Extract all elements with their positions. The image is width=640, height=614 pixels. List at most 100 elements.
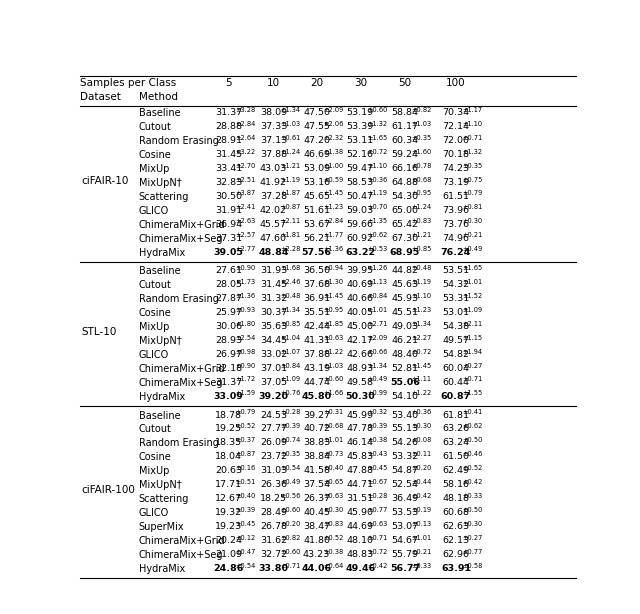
Text: 47.88: 47.88 [347, 466, 374, 475]
Text: ±0.81: ±0.81 [463, 204, 483, 211]
Text: ciFAIR-10: ciFAIR-10 [81, 176, 129, 185]
Text: ±1.11: ±1.11 [412, 376, 432, 383]
Text: 66.16: 66.16 [392, 164, 419, 173]
Text: 73.96: 73.96 [442, 206, 470, 215]
Text: ±0.43: ±0.43 [367, 451, 387, 457]
Text: ±1.65: ±1.65 [367, 134, 387, 141]
Text: ±0.85: ±0.85 [412, 246, 432, 252]
Text: ±1.04: ±1.04 [280, 335, 300, 341]
Text: 64.88: 64.88 [392, 178, 419, 187]
Text: ±0.60: ±0.60 [367, 107, 387, 113]
Text: ±0.16: ±0.16 [236, 465, 256, 471]
Text: ±2.57: ±2.57 [236, 232, 256, 238]
Text: ±0.67: ±0.67 [367, 479, 387, 485]
Text: ±1.24: ±1.24 [412, 204, 432, 211]
Text: ±0.39: ±0.39 [280, 423, 300, 429]
Text: 53.53: 53.53 [391, 508, 419, 517]
Text: ±0.20: ±0.20 [280, 521, 301, 527]
Text: 31.62: 31.62 [260, 536, 287, 545]
Text: ±1.24: ±1.24 [280, 149, 300, 155]
Text: 33.41: 33.41 [215, 164, 243, 173]
Text: ±0.82: ±0.82 [280, 535, 301, 541]
Text: ±1.55: ±1.55 [463, 391, 483, 397]
Text: ±2.64: ±2.64 [236, 134, 256, 141]
Text: ±0.33: ±0.33 [463, 493, 483, 499]
Text: ±0.77: ±0.77 [463, 548, 483, 554]
Text: ±0.60: ±0.60 [323, 376, 344, 383]
Text: ±1.19: ±1.19 [280, 176, 300, 182]
Text: 49.57: 49.57 [442, 336, 470, 345]
Text: 53.40: 53.40 [391, 411, 419, 419]
Text: 48.18: 48.18 [442, 494, 470, 503]
Text: 70.18: 70.18 [442, 150, 470, 159]
Text: 60.04: 60.04 [442, 364, 470, 373]
Text: ±0.76: ±0.76 [280, 391, 301, 397]
Text: 44.69: 44.69 [347, 522, 374, 531]
Text: 60.68: 60.68 [442, 508, 470, 517]
Text: 40.45: 40.45 [303, 508, 330, 517]
Text: 37.33: 37.33 [260, 122, 287, 131]
Text: ±1.36: ±1.36 [323, 246, 344, 252]
Text: ±2.84: ±2.84 [323, 219, 344, 224]
Text: 47.60: 47.60 [260, 234, 287, 243]
Text: ChimeraMix+Grid: ChimeraMix+Grid [138, 536, 225, 546]
Text: ±0.35: ±0.35 [280, 451, 300, 457]
Text: ±0.90: ±0.90 [236, 362, 256, 368]
Text: Random Erasing: Random Erasing [138, 438, 218, 448]
Text: ±0.39: ±0.39 [236, 507, 256, 513]
Text: 19.32: 19.32 [215, 508, 243, 517]
Text: ±0.50: ±0.50 [463, 507, 483, 513]
Text: 51.61: 51.61 [303, 206, 330, 215]
Text: ±0.27: ±0.27 [463, 362, 483, 368]
Text: ±1.36: ±1.36 [236, 293, 256, 299]
Text: ±1.94: ±1.94 [463, 349, 483, 355]
Text: ±0.79: ±0.79 [463, 190, 483, 196]
Text: ±1.03: ±1.03 [323, 362, 344, 368]
Text: ±1.09: ±1.09 [463, 307, 483, 313]
Text: 54.30: 54.30 [391, 192, 419, 201]
Text: ±1.52: ±1.52 [463, 293, 483, 299]
Text: 56.21: 56.21 [303, 234, 330, 243]
Text: 53.51: 53.51 [442, 266, 470, 275]
Text: ±1.22: ±1.22 [412, 391, 432, 397]
Text: GLICO: GLICO [138, 206, 169, 216]
Text: 74.96: 74.96 [442, 234, 470, 243]
Text: ±0.82: ±0.82 [412, 107, 432, 113]
Text: 65.42: 65.42 [392, 220, 419, 229]
Text: Baseline: Baseline [138, 266, 180, 276]
Text: MixUpN†: MixUpN† [138, 178, 181, 188]
Text: ±0.68: ±0.68 [323, 423, 344, 429]
Text: ±0.20: ±0.20 [412, 465, 432, 471]
Text: 33.02: 33.02 [260, 350, 287, 359]
Text: 59.03: 59.03 [347, 206, 374, 215]
Text: 37.31: 37.31 [215, 234, 243, 243]
Text: 53.31: 53.31 [442, 294, 470, 303]
Text: 5: 5 [225, 78, 232, 88]
Text: ±1.13: ±1.13 [367, 279, 387, 285]
Text: 30.37: 30.37 [260, 308, 287, 317]
Text: ±2.32: ±2.32 [323, 134, 344, 141]
Text: ±0.13: ±0.13 [412, 521, 432, 527]
Text: 37.28: 37.28 [260, 192, 287, 201]
Text: 37.68: 37.68 [303, 280, 330, 289]
Text: 25.97: 25.97 [215, 308, 243, 317]
Text: 18.35: 18.35 [215, 438, 243, 448]
Text: ±0.52: ±0.52 [236, 423, 256, 429]
Text: ±2.41: ±2.41 [236, 204, 256, 211]
Text: Cosine: Cosine [138, 453, 172, 462]
Text: ±0.87: ±0.87 [236, 451, 256, 457]
Text: ±1.01: ±1.01 [323, 437, 344, 443]
Text: HydraMix: HydraMix [138, 392, 185, 402]
Text: 45.65: 45.65 [303, 192, 330, 201]
Text: ±0.87: ±0.87 [280, 204, 301, 211]
Text: ±2.09: ±2.09 [367, 335, 387, 341]
Text: 31.51: 31.51 [347, 494, 374, 503]
Text: ±1.03: ±1.03 [280, 121, 300, 126]
Text: ±0.33: ±0.33 [412, 562, 432, 569]
Text: 30.06: 30.06 [215, 322, 243, 331]
Text: ±2.54: ±2.54 [236, 335, 256, 341]
Text: 62.49: 62.49 [442, 466, 470, 475]
Text: ±0.32: ±0.32 [367, 409, 387, 415]
Text: ±0.35: ±0.35 [463, 163, 483, 169]
Text: STL-10: STL-10 [81, 327, 117, 337]
